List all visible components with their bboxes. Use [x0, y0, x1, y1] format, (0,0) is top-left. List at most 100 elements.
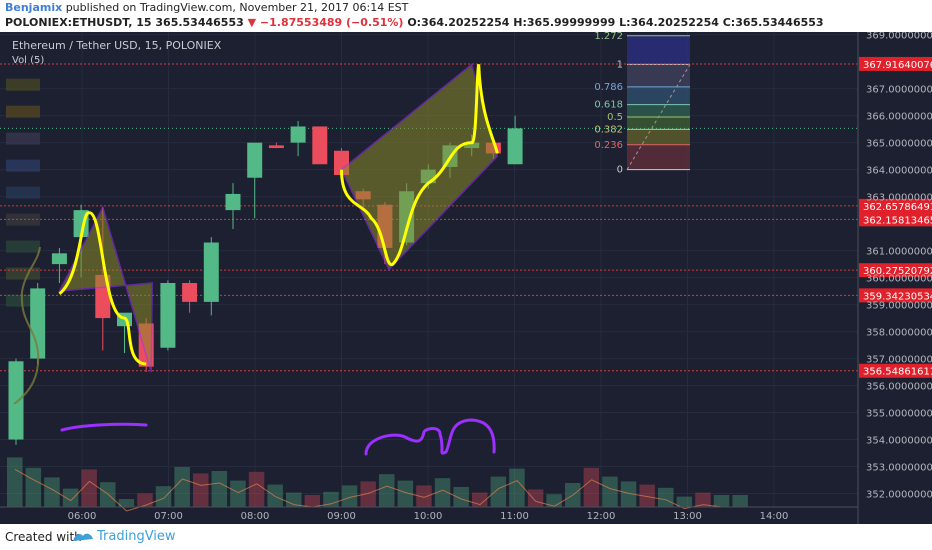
fib-trend-line	[626, 64, 691, 170]
y-tick-label: 356.00000000	[866, 382, 932, 393]
axes: 352.00000000 353.00000000 354.00000000 355.…	[0, 32, 932, 524]
volume-bar	[193, 473, 209, 507]
volume-indicator-label: Vol (5)	[12, 55, 44, 66]
candle-body	[8, 361, 24, 440]
y-tick-label: 360.00000000	[866, 274, 932, 285]
volume-bar	[620, 481, 637, 507]
volume-bar	[211, 471, 228, 507]
volume-bar	[527, 489, 544, 507]
volume-bar	[81, 469, 97, 507]
candle-body	[51, 253, 67, 265]
fib-zone	[627, 35, 690, 65]
fib-level-label: 1.272	[594, 32, 623, 42]
level-price-label: 360.27520792	[863, 266, 932, 277]
volume-profile-bar	[6, 240, 40, 253]
zigzag-right	[340, 63, 499, 266]
volume-bar	[676, 496, 693, 507]
level-price-label: 356.54861611	[863, 367, 932, 378]
volume-bar	[583, 467, 600, 507]
candle-body	[182, 282, 198, 302]
volume-bar	[639, 484, 655, 507]
volume-profile-bar	[6, 213, 40, 226]
y-tick-label: 363.00000000	[866, 193, 932, 204]
candle-body	[30, 288, 46, 359]
volume-bar	[174, 467, 190, 507]
candle-body	[160, 282, 176, 348]
volume-bar	[25, 467, 42, 507]
y-tick-label: 354.00000000	[866, 436, 932, 447]
fib-zone	[627, 129, 690, 145]
volume-ma-line	[14, 468, 741, 512]
volume-bar	[658, 487, 674, 507]
fib-level-label: 0.618	[594, 100, 623, 111]
volume-bar	[267, 484, 283, 507]
volume-bar	[695, 492, 711, 507]
annotations	[13, 63, 499, 456]
fib-level-label: 0.786	[594, 82, 623, 93]
volume-bar	[379, 474, 395, 507]
pattern-polygon-right	[340, 63, 499, 271]
tradingview-brand-link[interactable]: TradingView	[97, 529, 176, 544]
volume-profile-bar	[6, 159, 40, 172]
level-price-label: 362.65786491	[863, 202, 932, 213]
close-value: C:365.53446553	[722, 16, 824, 29]
volume-bar	[490, 476, 507, 507]
x-tick-label: 14:00	[760, 511, 789, 522]
volume-bar	[304, 495, 321, 507]
level-price-tag	[859, 363, 932, 378]
y-tick-label: 369.00000000	[866, 32, 932, 42]
low-value: L:364.20252254	[619, 16, 719, 29]
level-price-tag	[859, 56, 932, 71]
pattern-polygon-left	[58, 205, 153, 373]
volume-bar	[360, 481, 376, 507]
level-price-tag	[859, 263, 932, 278]
candle-body	[290, 126, 306, 143]
y-tick-label: 355.00000000	[866, 409, 932, 420]
publish-line: Benjamix published on TradingView.com, N…	[5, 1, 408, 14]
volume-bar	[453, 487, 469, 507]
x-tick-label: 13:00	[673, 511, 702, 522]
fib-zone	[627, 104, 690, 118]
volume-bar	[44, 477, 60, 507]
change-down-icon: ▼	[247, 16, 257, 29]
volume-bar	[602, 476, 618, 507]
volume-bar	[713, 495, 730, 507]
volume-bar	[230, 480, 246, 507]
high-value: H:365.99999999	[513, 16, 616, 29]
fib-zone	[627, 64, 690, 87]
squiggle-wave	[364, 418, 496, 456]
y-tick-label: 352.00000000	[866, 490, 932, 501]
volume-bar	[732, 495, 748, 507]
y-tick-label: 364.00000000	[866, 166, 932, 177]
fib-zone	[627, 86, 690, 105]
fib-level-label: 1	[617, 59, 623, 70]
volume-profile-bar	[6, 78, 40, 91]
level-price-label: 367.91640076	[863, 60, 932, 71]
indicator-curve	[13, 246, 41, 405]
level-price-tag	[859, 288, 932, 303]
fib-zone	[627, 144, 690, 170]
squiggle-underline	[60, 422, 148, 432]
author-link[interactable]: Benjamix	[5, 1, 63, 14]
price-change: −1.87553489 (−0.51%)	[259, 16, 404, 29]
candle-body	[312, 126, 328, 165]
publish-info: published on TradingView.com, November 2…	[65, 1, 409, 14]
horizontal-levels: 367.91640076 362.65786491 362.15813465 360.…	[0, 56, 932, 378]
volume-bar	[509, 468, 525, 507]
volume-bar	[7, 457, 23, 507]
volume-bar	[62, 488, 79, 507]
symbol-label: POLONIEX:ETHUSDT, 15	[5, 16, 152, 29]
level-price-tag	[859, 212, 932, 227]
volume-profile-bar	[6, 105, 40, 118]
x-tick-label: 09:00	[327, 511, 356, 522]
volume-profile-bar	[6, 132, 40, 145]
volume-bar	[416, 485, 432, 507]
fib-level-label: 0.382	[594, 124, 623, 135]
level-price-tag	[859, 198, 932, 213]
candle-body	[225, 193, 241, 211]
x-tick-label: 08:00	[241, 511, 270, 522]
x-tick-label: 07:00	[154, 511, 183, 522]
candle-body	[203, 242, 219, 302]
ohlc-line: POLONIEX:ETHUSDT, 15 365.53446553 ▼ −1.8…	[5, 16, 824, 29]
